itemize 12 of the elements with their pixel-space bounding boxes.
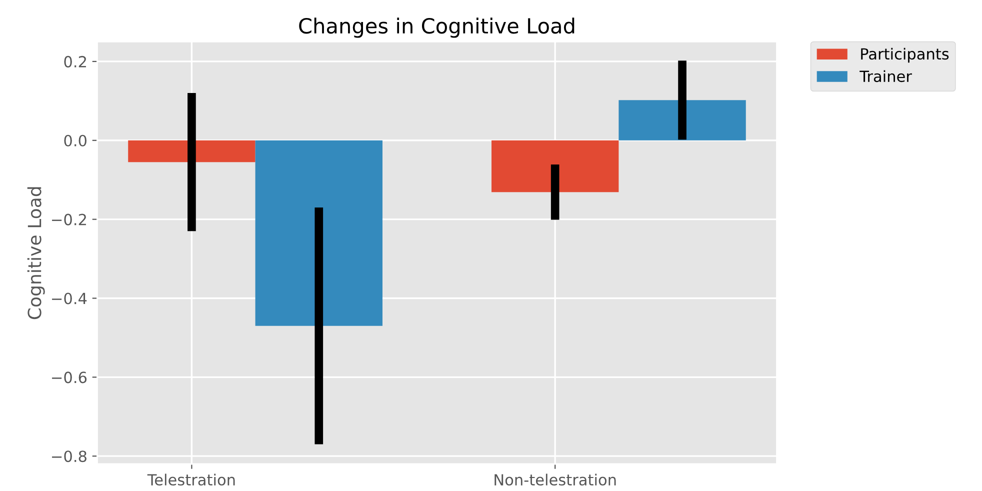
y-axis-title: Cognitive Load bbox=[27, 187, 45, 320]
y-tick-label: 0.2 bbox=[64, 56, 86, 68]
y-tick-label: −0.8 bbox=[52, 450, 86, 462]
y-tick-label: −0.2 bbox=[52, 214, 86, 226]
legend-label: Participants bbox=[861, 48, 949, 63]
y-tick-label: 0.0 bbox=[64, 134, 86, 146]
y-tick-label: −0.6 bbox=[52, 372, 87, 384]
legend-label: Trainer bbox=[860, 70, 912, 82]
x-tick-label: Telestration bbox=[147, 474, 235, 486]
y-tick-label: −0.4 bbox=[52, 292, 87, 304]
chart-title: Changes in Cognitive Load bbox=[299, 18, 574, 38]
x-tick-label: Non-telestration bbox=[494, 474, 616, 486]
